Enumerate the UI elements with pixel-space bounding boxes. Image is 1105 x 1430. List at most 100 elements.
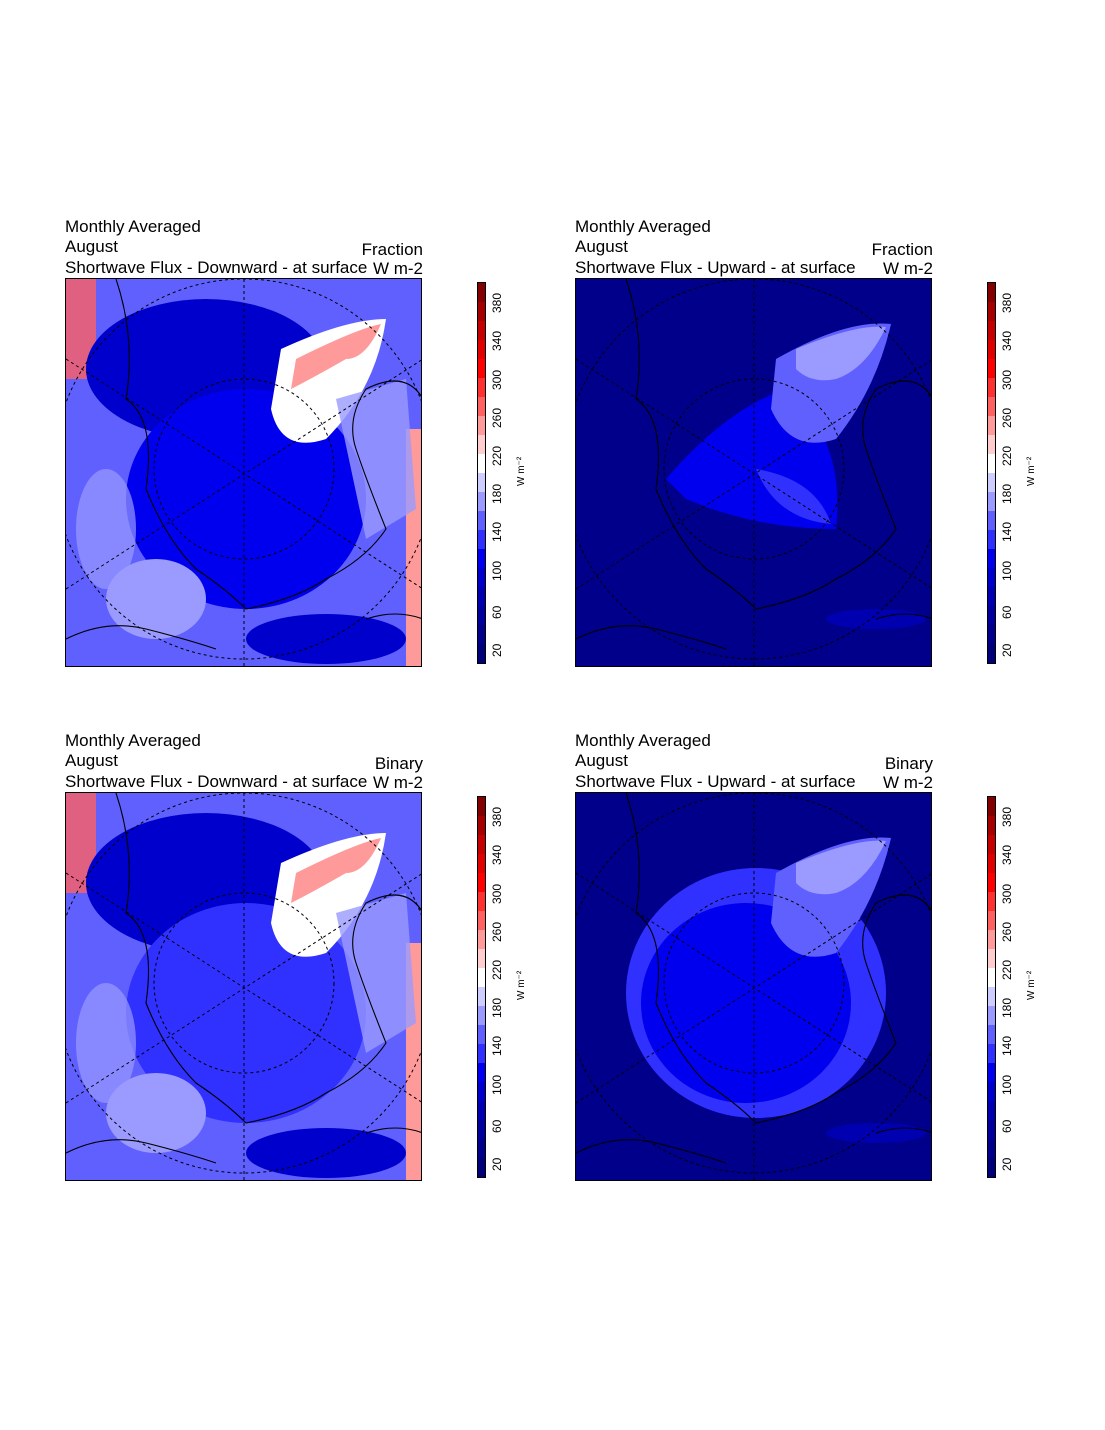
colorbar-swatch xyxy=(988,816,995,835)
colorbar-swatch xyxy=(988,797,995,816)
colorbar-swatch xyxy=(478,892,485,911)
panel-units: W m-2 xyxy=(372,259,423,278)
colorbar-tick-label: 180 xyxy=(490,998,504,1019)
colorbar-swatch xyxy=(478,568,485,587)
colorbar-swatch xyxy=(478,1120,485,1139)
colorbar-tick-label: 260 xyxy=(490,407,504,428)
colorbar-unit-label: W m⁻² xyxy=(516,970,527,1000)
colorbar xyxy=(987,796,996,1178)
colorbar-swatch xyxy=(988,283,995,302)
colorbar-tick-label: 340 xyxy=(490,845,504,866)
colorbar-swatch xyxy=(988,949,995,968)
colorbar-swatch xyxy=(478,302,485,321)
colorbar-tick-label: 380 xyxy=(490,807,504,828)
panel-line3: Shortwave Flux - Upward - at surface xyxy=(575,772,856,791)
colorbar-swatch xyxy=(478,530,485,549)
colorbar-swatch xyxy=(478,1139,485,1158)
colorbar-swatch xyxy=(988,340,995,359)
colorbar-swatch xyxy=(478,987,485,1006)
colorbar-swatch xyxy=(478,1101,485,1120)
colorbar-swatch xyxy=(478,1158,485,1177)
panel-line3: Shortwave Flux - Upward - at surface xyxy=(575,258,856,277)
colorbar-swatch xyxy=(478,873,485,892)
panel-line2: August xyxy=(575,751,628,770)
colorbar-tick-label: 100 xyxy=(1000,1074,1014,1095)
colorbar-swatch xyxy=(988,892,995,911)
colorbar-swatch xyxy=(988,968,995,987)
colorbar-swatch xyxy=(988,359,995,378)
colorbar-swatch xyxy=(988,854,995,873)
colorbar-tick-label: 260 xyxy=(1000,407,1014,428)
colorbar-swatch xyxy=(478,321,485,340)
colorbar-swatch xyxy=(988,587,995,606)
colorbar-swatch xyxy=(478,835,485,854)
colorbar-swatch xyxy=(988,397,995,416)
colorbar-swatch xyxy=(988,625,995,644)
panel-line3: Shortwave Flux - Downward - at surface xyxy=(65,258,368,277)
colorbar-tick-label: 60 xyxy=(490,1119,504,1133)
colorbar-swatch xyxy=(478,625,485,644)
colorbar-tick-label: 140 xyxy=(1000,1036,1014,1057)
map-panel xyxy=(575,792,932,1181)
panel-line3: Shortwave Flux - Downward - at surface xyxy=(65,772,368,791)
colorbar-swatch xyxy=(988,549,995,568)
colorbar-swatch xyxy=(988,302,995,321)
colorbar xyxy=(987,282,996,664)
colorbar-swatch xyxy=(478,1063,485,1082)
panel-method: Fraction xyxy=(361,240,423,259)
colorbar-swatch xyxy=(478,359,485,378)
colorbar-swatch xyxy=(988,1063,995,1082)
colorbar-tick-label: 220 xyxy=(490,445,504,466)
colorbar-swatch xyxy=(478,644,485,663)
colorbar-swatch xyxy=(478,511,485,530)
colorbar-swatch xyxy=(478,854,485,873)
colorbar-swatch xyxy=(478,1006,485,1025)
colorbar-swatch xyxy=(478,549,485,568)
colorbar-swatch xyxy=(988,378,995,397)
panel-line2: August xyxy=(65,751,118,770)
colorbar-tick-label: 260 xyxy=(490,921,504,942)
colorbar-tick-label: 380 xyxy=(1000,293,1014,314)
colorbar-swatch xyxy=(988,1101,995,1120)
colorbar-swatch xyxy=(478,1025,485,1044)
colorbar-tick-label: 300 xyxy=(1000,883,1014,904)
colorbar-swatch xyxy=(988,1158,995,1177)
colorbar-swatch xyxy=(478,587,485,606)
colorbar-swatch xyxy=(478,492,485,511)
colorbar-tick-label: 180 xyxy=(490,484,504,505)
colorbar-tick-label: 340 xyxy=(1000,331,1014,352)
colorbar-swatch xyxy=(478,949,485,968)
colorbar-swatch xyxy=(988,835,995,854)
colorbar-swatch xyxy=(988,911,995,930)
colorbar-tick-label: 20 xyxy=(490,1157,504,1171)
colorbar-tick-label: 100 xyxy=(490,560,504,581)
colorbar-swatch xyxy=(478,435,485,454)
colorbar-tick-label: 220 xyxy=(490,959,504,980)
colorbar-swatch xyxy=(478,1044,485,1063)
colorbar-unit-label: W m⁻² xyxy=(516,456,527,486)
colorbar-swatch xyxy=(988,321,995,340)
colorbar-tick-label: 100 xyxy=(1000,560,1014,581)
colorbar-unit-label: W m⁻² xyxy=(1026,456,1037,486)
colorbar-swatch xyxy=(988,1044,995,1063)
panel-method: Binary xyxy=(374,754,423,773)
colorbar-tick-label: 140 xyxy=(490,522,504,543)
colorbar-tick-label: 20 xyxy=(1000,643,1014,657)
panel-method: Fraction xyxy=(871,240,933,259)
panel-line1: Monthly Averaged xyxy=(65,731,201,750)
colorbar-swatch xyxy=(478,454,485,473)
colorbar-swatch xyxy=(478,968,485,987)
colorbar-swatch xyxy=(478,340,485,359)
colorbar-swatch xyxy=(988,1120,995,1139)
colorbar-tick-label: 300 xyxy=(490,369,504,390)
colorbar-tick-label: 100 xyxy=(490,1074,504,1095)
panel-method: Binary xyxy=(884,754,933,773)
colorbar-swatch xyxy=(988,606,995,625)
colorbar-tick-label: 220 xyxy=(1000,445,1014,466)
colorbar-unit-label: W m⁻² xyxy=(1026,970,1037,1000)
colorbar-swatch xyxy=(478,911,485,930)
colorbar xyxy=(477,282,486,664)
panel-line1: Monthly Averaged xyxy=(575,217,711,236)
colorbar-swatch xyxy=(478,416,485,435)
